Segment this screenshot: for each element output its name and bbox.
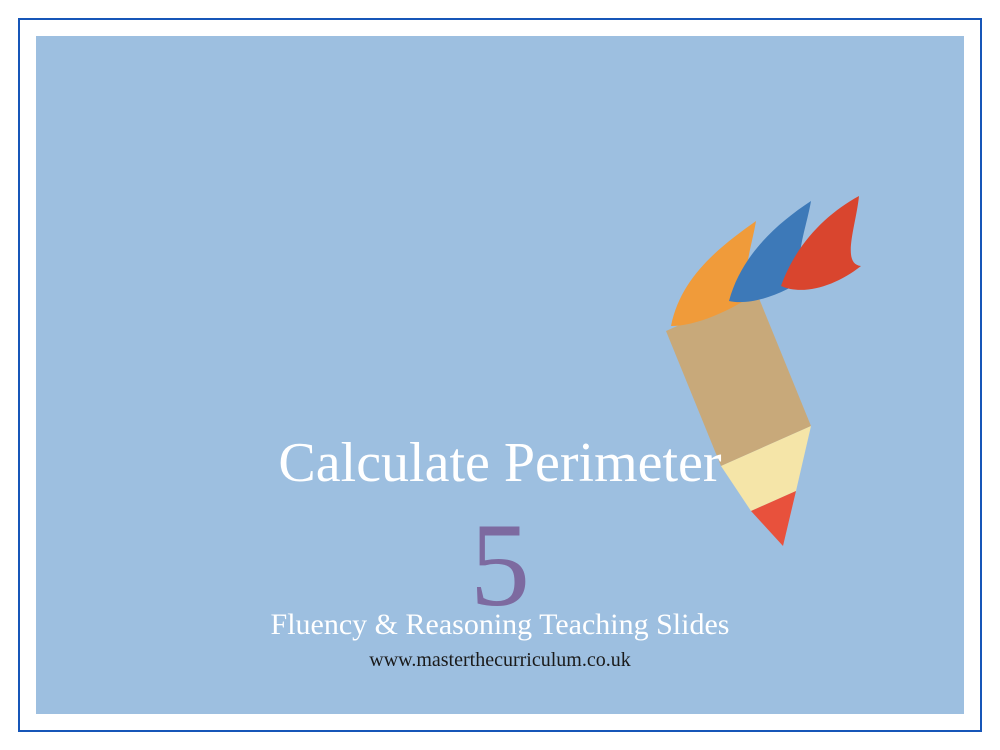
subtitle: Fluency & Reasoning Teaching Slides	[36, 608, 964, 642]
website-url: www.masterthecurriculum.co.uk	[36, 649, 964, 672]
page-title: Calculate Perimeter	[36, 431, 964, 495]
inner-panel: Calculate Perimeter 5 Fluency & Reasonin…	[36, 36, 964, 714]
